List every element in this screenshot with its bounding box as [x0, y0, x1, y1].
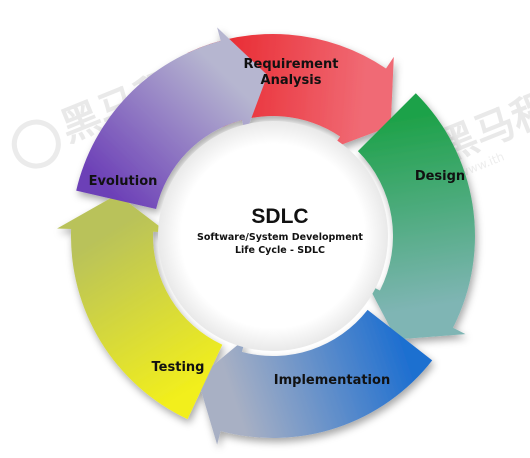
label-evolution: Evolution — [89, 174, 158, 189]
label-testing: Testing — [152, 360, 205, 375]
arrow-segment-design — [357, 93, 475, 340]
arrow-segment-evolution — [76, 27, 268, 210]
watermark-logo-icon — [11, 119, 61, 169]
arrow-segment-testing — [57, 194, 223, 420]
label-design: Design — [415, 169, 465, 184]
label-implementation: Implementation — [274, 373, 390, 388]
cycle-segments — [57, 27, 475, 445]
center-title: SDLC — [251, 205, 308, 228]
center-subtitle-line1: Software/System Development — [197, 232, 363, 243]
arrow-segment-implementation — [197, 309, 433, 445]
stage-labels: Requirement Analysis Design Implementati… — [89, 57, 466, 388]
label-requirement-line2: Analysis — [261, 73, 322, 88]
center-disc — [158, 121, 388, 351]
label-requirement-line1: Requirement — [244, 57, 339, 72]
center-text: SDLC Software/System Development Life Cy… — [197, 205, 363, 256]
center-subtitle-line2: Life Cycle - SDLC — [235, 245, 325, 256]
